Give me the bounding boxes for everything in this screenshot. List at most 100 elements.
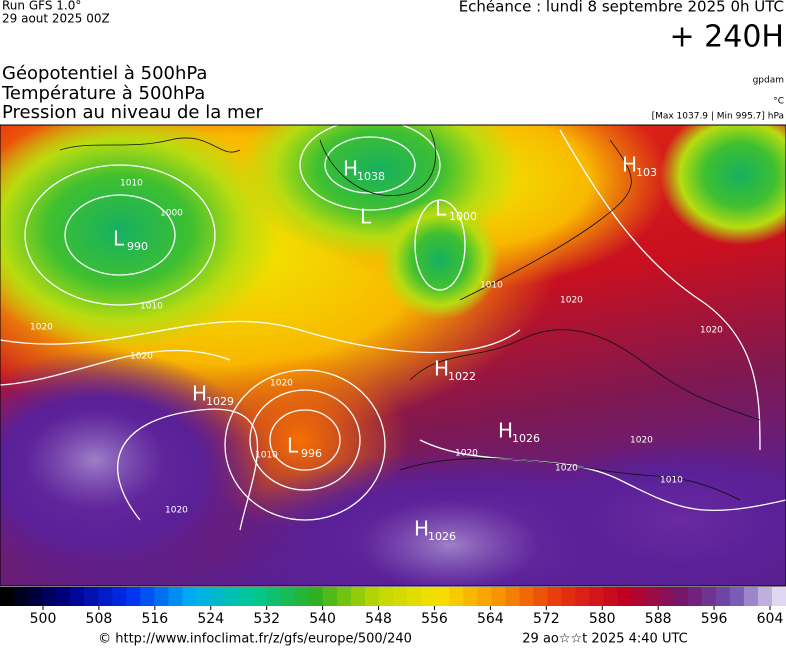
colorbar-swatch [70, 587, 85, 606]
colorbar-label: 540 [309, 611, 336, 627]
colorbar-swatch [0, 587, 15, 606]
colorbar-swatch [771, 587, 786, 606]
isobar-label: 1020 [630, 436, 653, 446]
map-field [0, 125, 786, 586]
colorbar-label: 516 [141, 611, 168, 627]
colorbar-swatch [449, 587, 464, 606]
footer-stamp: 29 ao☆☆t 2025 4:40 UTC [522, 632, 687, 647]
colorbar-swatch [505, 587, 520, 606]
isobar-label: 1020 [130, 352, 153, 362]
colorbar-swatch [547, 587, 562, 606]
colorbar-swatch [140, 587, 155, 606]
center-value: 990 [127, 240, 148, 253]
isobar-label: 1020 [555, 464, 578, 474]
isobar-label: 1020 [165, 506, 188, 516]
colorbar-swatch [224, 587, 240, 606]
colorbar-label: 508 [86, 611, 113, 627]
footer-source: © http://www.infoclimat.fr/z/gfs/europe/… [98, 632, 412, 647]
colorbar-swatch [210, 587, 226, 606]
lead-time: + 240H [670, 20, 785, 55]
isobar-label: 1020 [455, 449, 478, 459]
colorbar-swatch [196, 587, 212, 606]
colorbar-swatch [112, 587, 127, 606]
colorbar-swatch [533, 587, 548, 606]
center-kind: L [287, 434, 299, 458]
isobar-label: 1020 [560, 296, 583, 306]
isobar-label: 1010 [480, 281, 503, 291]
colorbar-swatch [575, 587, 590, 606]
legend-line: Température à 500hPa [1, 83, 205, 104]
colorbar-swatch [589, 587, 605, 606]
colorbar-swatch [280, 587, 296, 606]
center-value: 1029 [206, 395, 234, 408]
unit: gpdam [753, 76, 784, 86]
colorbar-swatch [378, 587, 394, 606]
colorbar-swatch [421, 587, 436, 606]
colorbar-swatch [491, 587, 506, 606]
center-value: 103 [636, 166, 657, 179]
colorbar-swatch [364, 587, 380, 606]
colorbar-label: 524 [197, 611, 224, 627]
center-kind: L [113, 227, 125, 251]
center-kind: L [435, 197, 447, 221]
isobar-label: 1010 [255, 451, 278, 461]
colorbar-swatch [393, 587, 408, 606]
legend-line: Pression au niveau de la mer [2, 102, 264, 123]
center-kind: H [192, 382, 207, 406]
center-kind: H [343, 157, 358, 181]
colorbar-swatch [463, 587, 478, 606]
colorbar-swatch [336, 587, 352, 606]
run-date: 29 aout 2025 00Z [2, 12, 110, 26]
center-value: 1026 [512, 432, 540, 445]
isobar-label: 1010 [120, 179, 143, 189]
colorbar-swatch [84, 587, 99, 606]
unit: °C [773, 97, 784, 107]
center-kind: L [360, 205, 372, 229]
center-value: 1026 [428, 530, 456, 543]
colorbar-label: 588 [645, 611, 672, 627]
colorbar-swatch [477, 587, 492, 606]
colorbar-label: 548 [365, 611, 392, 627]
colorbar-swatch [308, 587, 324, 606]
colorbar-swatch [168, 587, 183, 606]
colorbar-swatch [603, 587, 619, 606]
colorbar-swatch [715, 587, 731, 606]
colorbar-swatch [350, 587, 366, 606]
isobar-label: 1010 [660, 476, 683, 486]
colorbar-label: 556 [421, 611, 448, 627]
colorbar-swatch [322, 587, 338, 606]
center-kind: H [622, 153, 637, 177]
colorbar-swatch [238, 587, 254, 606]
legend-line: Géopotentiel à 500hPa [2, 63, 207, 84]
map-frame [0, 124, 786, 587]
colorbar-swatch [659, 587, 675, 606]
colorbar-label: 572 [533, 611, 560, 627]
colorbar-label: 604 [757, 611, 784, 627]
colorbar-swatch [701, 587, 717, 606]
isobar-label: 1010 [140, 302, 163, 312]
colorbar-swatch [294, 587, 310, 606]
colorbar-label: 532 [253, 611, 280, 627]
isobar-label: 1000 [160, 209, 183, 219]
colorbar-swatch [14, 587, 29, 606]
colorbar-swatch [154, 587, 169, 606]
colorbar-label: 580 [589, 611, 616, 627]
colorbar-label: 564 [477, 611, 504, 627]
colorbar-swatch [743, 587, 759, 606]
colorbar-label: 500 [30, 611, 57, 627]
colorbar-swatch [519, 587, 534, 606]
colorbar-swatch [631, 587, 647, 606]
isobar-label: 1020 [30, 323, 53, 333]
colorbar-swatch [757, 587, 773, 606]
colorbar-swatch [407, 587, 422, 606]
colorbar-swatch [687, 587, 703, 606]
colorbar-swatch [28, 587, 43, 606]
center-value: 1038 [357, 170, 385, 183]
colorbar-swatch [617, 587, 633, 606]
center-value: 1022 [448, 370, 476, 383]
echeance: Echéance : lundi 8 septembre 2025 0h UTC [459, 0, 784, 16]
colorbar-swatch [561, 587, 576, 606]
colorbar-swatch [98, 587, 113, 606]
